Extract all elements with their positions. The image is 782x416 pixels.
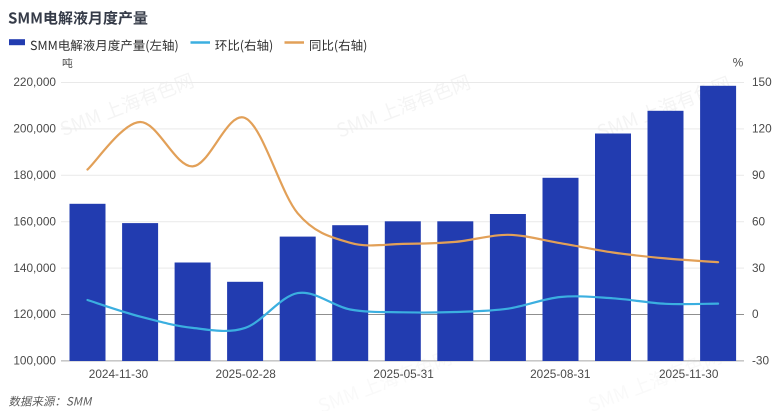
svg-text:2025-08-31: 2025-08-31 (530, 367, 590, 381)
svg-text:120,000: 120,000 (13, 307, 56, 321)
svg-text:90: 90 (752, 168, 766, 182)
svg-text:2025-02-28: 2025-02-28 (216, 367, 277, 381)
svg-text:2025-05-31: 2025-05-31 (373, 367, 433, 381)
svg-text:60: 60 (752, 214, 766, 228)
svg-text:200,000: 200,000 (13, 122, 56, 136)
svg-text:30: 30 (752, 261, 766, 275)
svg-text:150: 150 (752, 75, 772, 89)
svg-text:%: % (733, 56, 744, 70)
svg-text:-30: -30 (752, 354, 769, 368)
svg-text:180,000: 180,000 (13, 168, 56, 182)
svg-text:220,000: 220,000 (13, 75, 56, 89)
svg-text:2024-11-30: 2024-11-30 (89, 367, 149, 381)
svg-text:100,000: 100,000 (13, 354, 56, 368)
svg-text:2025-11-30: 2025-11-30 (659, 367, 719, 381)
svg-text:160,000: 160,000 (13, 214, 56, 228)
svg-text:120: 120 (752, 122, 772, 136)
svg-text:140,000: 140,000 (13, 261, 56, 275)
svg-text:0: 0 (752, 307, 759, 321)
